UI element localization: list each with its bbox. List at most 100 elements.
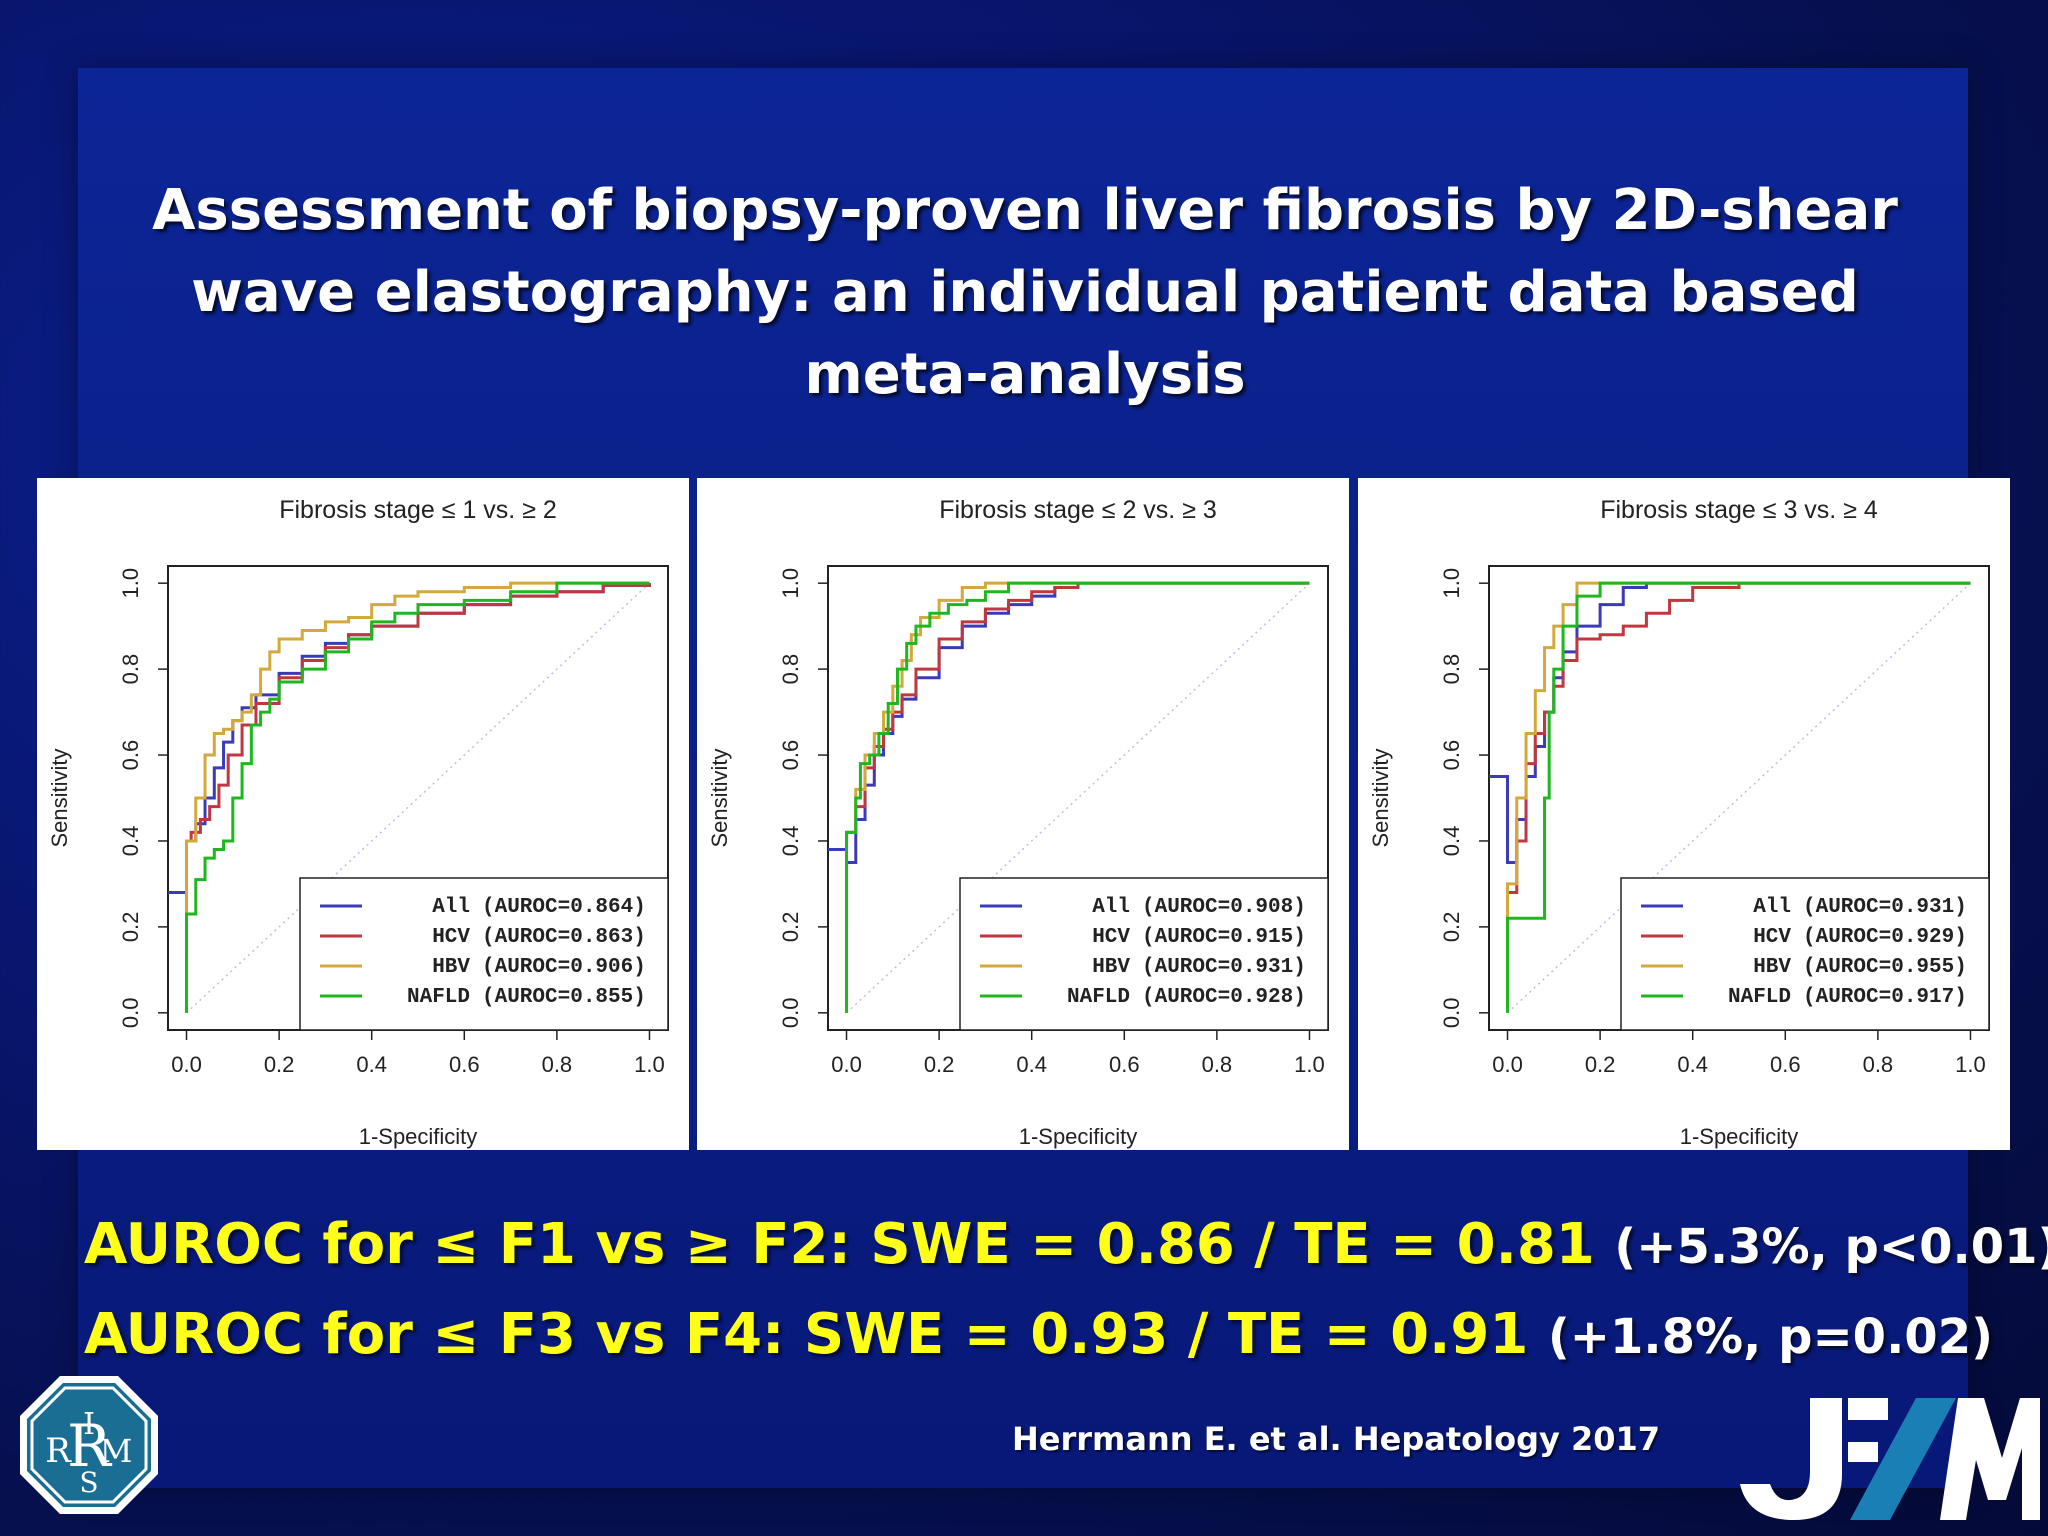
legend-auroc: (AUROC=0.906)	[482, 956, 646, 979]
roc-curve-hbv	[185, 581, 650, 927]
x-tick-label: 0.6	[449, 1052, 480, 1077]
legend-name: All	[1092, 896, 1130, 919]
y-tick-label: 0.4	[778, 826, 803, 857]
jfim-logo-icon	[1740, 1388, 2040, 1524]
y-tick-label: 0.2	[1439, 912, 1464, 943]
y-tick-label: 0.2	[118, 912, 143, 943]
legend-auroc: (AUROC=0.955)	[1803, 956, 1967, 979]
y-tick-label: 0.4	[1439, 826, 1464, 857]
legend-auroc: (AUROC=0.928)	[1142, 986, 1306, 1009]
roc-curve-nafld	[845, 581, 1310, 1013]
y-axis-label: Sensitivity	[47, 748, 72, 847]
y-tick-label: 0.6	[118, 740, 143, 771]
roc-curve-nafld	[185, 581, 650, 1013]
chart-title: Fibrosis stage ≤ 2 vs. ≥ 3	[939, 496, 1217, 524]
roc-chart-f1-vs-f2: Fibrosis stage ≤ 1 vs. ≥ 2 0.0 0.2 0.4 0.6 0.…	[37, 478, 689, 1150]
roc-chart-svg-1: Fibrosis stage ≤ 1 vs. ≥ 2 0.0 0.2 0.4 0.6 0.…	[47, 496, 669, 1149]
svg-text:M: M	[100, 1432, 133, 1470]
x-tick-label: 0.6	[1770, 1052, 1801, 1077]
x-tick-label: 0.0	[1492, 1052, 1523, 1077]
chart-title: Fibrosis stage ≤ 3 vs. ≥ 4	[1600, 496, 1878, 524]
y-tick-label: 0.8	[778, 654, 803, 685]
legend-box	[299, 877, 669, 1031]
roc-chart-svg-3: Fibrosis stage ≤ 3 vs. ≥ 4 0.0 0.2 0.4 0.6 0.…	[1368, 496, 1990, 1149]
y-tick-label: 1.0	[118, 568, 143, 599]
roc-curve-all	[828, 581, 1310, 927]
y-tick-label: 0.8	[1439, 654, 1464, 685]
legend-auroc: (AUROC=0.855)	[482, 986, 646, 1009]
y-tick-label: 1.0	[778, 568, 803, 599]
x-tick-label: 1.0	[1294, 1052, 1325, 1077]
x-axis-label: 1-Specificity	[359, 1124, 478, 1149]
legend-auroc: (AUROC=0.929)	[1803, 926, 1967, 949]
y-axis-label: Sensitivity	[1368, 748, 1393, 847]
auroc-summary-line-1: AUROC for ≤ F1 vs ≥ F2: SWE = 0.86 / TE …	[84, 1212, 2048, 1277]
roc-chart-f2-vs-f3: Fibrosis stage ≤ 2 vs. ≥ 3 0.0 0.2 0.4 0.6 0.…	[697, 478, 1349, 1150]
legend-box	[1620, 877, 1990, 1031]
x-tick-label: 0.8	[542, 1052, 573, 1077]
y-tick-label: 1.0	[1439, 568, 1464, 599]
svg-text:I: I	[83, 1407, 95, 1442]
svg-text:R: R	[45, 1431, 72, 1471]
citation: Herrmann E. et al. Hepatology 2017	[1012, 1420, 1661, 1458]
legend-auroc: (AUROC=0.863)	[482, 926, 646, 949]
roc-chart-svg-2: Fibrosis stage ≤ 2 vs. ≥ 3 0.0 0.2 0.4 0.6 0.…	[707, 496, 1329, 1149]
legend-name: HCV	[1753, 926, 1791, 949]
y-tick-label: 0.6	[778, 740, 803, 771]
x-tick-label: 0.8	[1202, 1052, 1233, 1077]
y-axis-label: Sensitivity	[707, 748, 732, 847]
slide-title: Assessment of biopsy-proven liver fibros…	[152, 178, 1898, 407]
legend-name: HCV	[432, 926, 470, 949]
x-tick-label: 0.8	[1863, 1052, 1894, 1077]
legend-auroc: (AUROC=0.915)	[1142, 926, 1306, 949]
x-tick-label: 0.4	[356, 1052, 387, 1077]
legend-auroc: (AUROC=0.931)	[1803, 896, 1967, 919]
x-tick-label: 1.0	[634, 1052, 665, 1077]
legend-name: NAFLD	[1067, 986, 1130, 1009]
legend-name: NAFLD	[1728, 986, 1791, 1009]
y-tick-label: 0.0	[778, 998, 803, 1029]
legend-auroc: (AUROC=0.908)	[1142, 896, 1306, 919]
y-tick-label: 0.4	[118, 826, 143, 857]
legend-auroc: (AUROC=0.917)	[1803, 986, 1967, 1009]
x-tick-label: 0.2	[1585, 1052, 1616, 1077]
svg-text:S: S	[79, 1466, 98, 1499]
y-tick-label: 0.0	[1439, 998, 1464, 1029]
legend-auroc: (AUROC=0.931)	[1142, 956, 1306, 979]
x-tick-label: 0.0	[831, 1052, 862, 1077]
svg-text:R: R	[67, 1412, 113, 1480]
x-axis-label: 1-Specificity	[1019, 1124, 1138, 1149]
y-tick-label: 0.0	[118, 998, 143, 1029]
x-tick-label: 0.6	[1109, 1052, 1140, 1077]
auroc-summary-main-1: AUROC for ≤ F1 vs ≥ F2: SWE = 0.86 / TE …	[84, 1212, 1595, 1277]
legend-name: NAFLD	[407, 986, 470, 1009]
y-tick-label: 0.8	[118, 654, 143, 685]
roc-curve-hcv	[186, 583, 651, 843]
x-tick-label: 0.0	[171, 1052, 202, 1077]
auroc-summary-main-2: AUROC for ≤ F3 vs F4: SWE = 0.93 / TE = …	[84, 1302, 1529, 1367]
legend-name: HBV	[1092, 956, 1130, 979]
chart-title: Fibrosis stage ≤ 1 vs. ≥ 2	[279, 496, 557, 524]
legend-auroc: (AUROC=0.864)	[482, 896, 646, 919]
legend-name: All	[432, 896, 470, 919]
roc-curve-hbv	[845, 581, 1310, 927]
auroc-summary-detail-2: (+1.8%, p=0.02)	[1547, 1309, 1994, 1365]
x-tick-label: 0.4	[1677, 1052, 1708, 1077]
roc-chart-f3-vs-f4: Fibrosis stage ≤ 3 vs. ≥ 4 0.0 0.2 0.4 0.6 0.…	[1358, 478, 2010, 1150]
legend-box	[959, 877, 1329, 1031]
legend-name: HBV	[432, 956, 470, 979]
auroc-summary-detail-1: (+5.3%, p<0.01)	[1614, 1219, 2048, 1275]
x-tick-label: 1.0	[1955, 1052, 1986, 1077]
roc-curve-nafld	[1506, 581, 1971, 1013]
legend-name: All	[1753, 896, 1791, 919]
y-tick-label: 0.6	[1439, 740, 1464, 771]
auroc-summary-line-2: AUROC for ≤ F3 vs F4: SWE = 0.93 / TE = …	[84, 1302, 1993, 1367]
x-tick-label: 0.2	[924, 1052, 955, 1077]
x-tick-label: 0.2	[264, 1052, 295, 1077]
roc-curve-hbv	[1506, 581, 1971, 919]
x-tick-label: 0.4	[1016, 1052, 1047, 1077]
legend-name: HCV	[1092, 926, 1130, 949]
rism-logo-icon: R R I M S	[18, 1374, 160, 1520]
y-tick-label: 0.2	[778, 912, 803, 943]
x-axis-label: 1-Specificity	[1680, 1124, 1799, 1149]
